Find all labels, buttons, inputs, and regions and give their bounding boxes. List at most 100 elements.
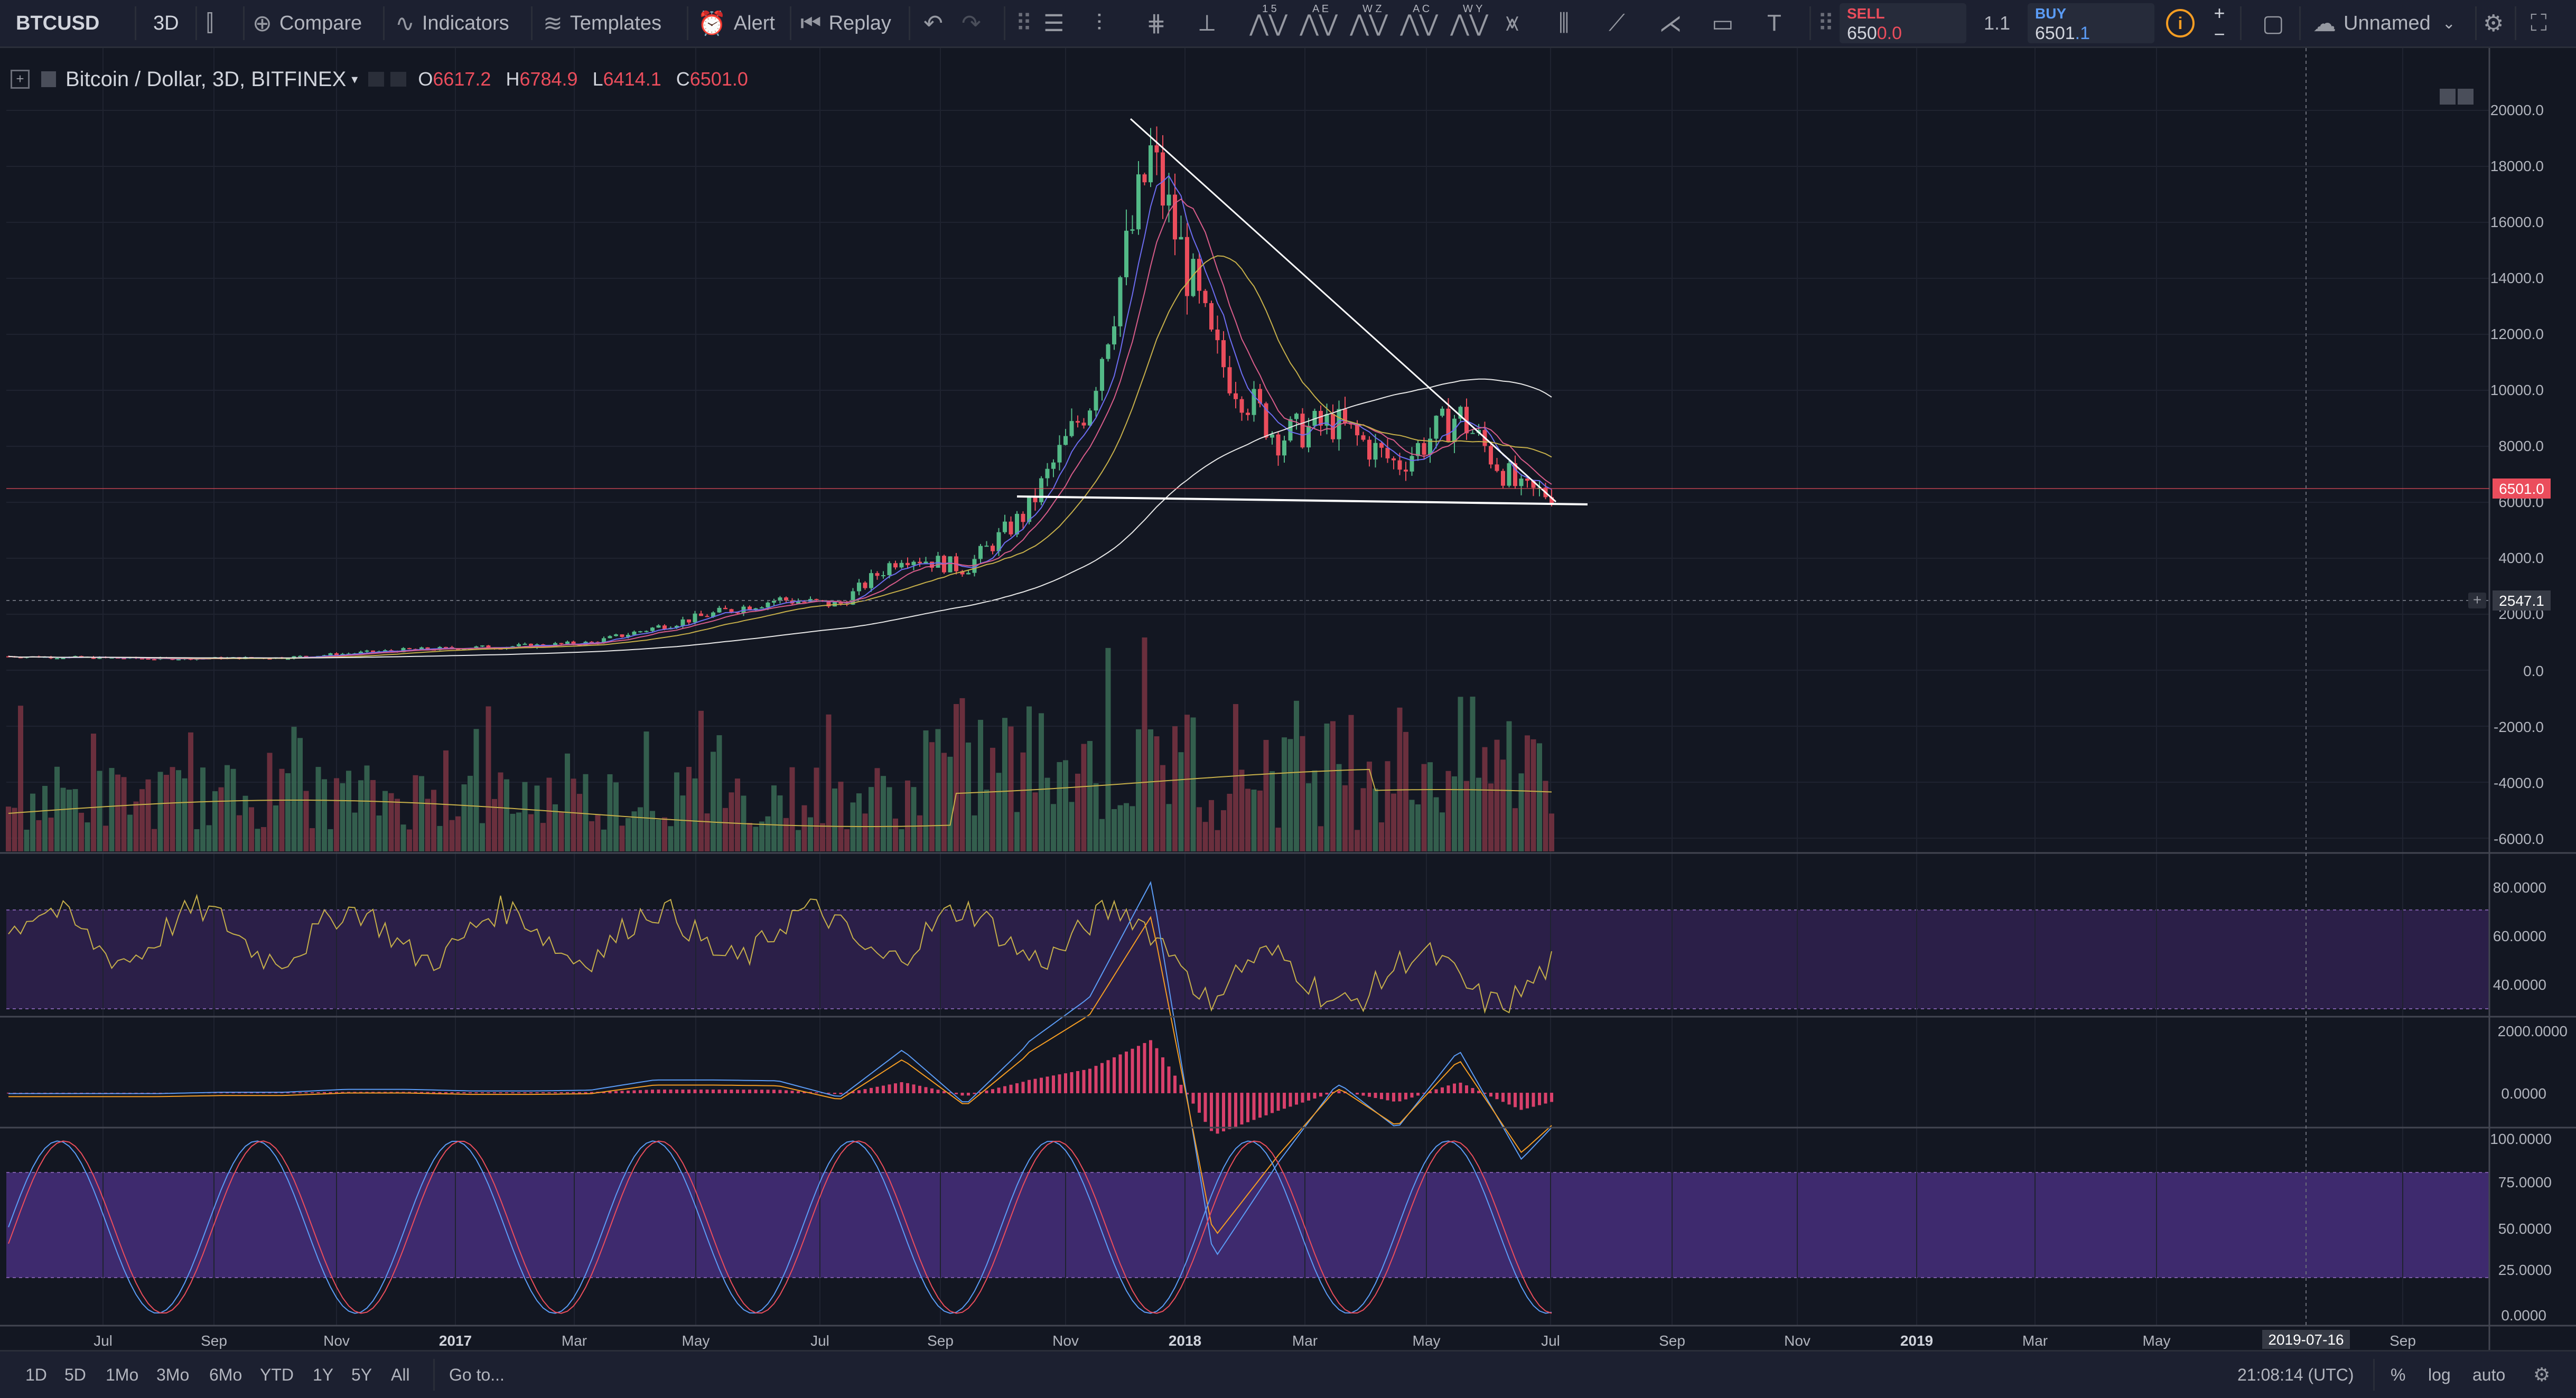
chart-style-button[interactable]: ⫿	[206, 0, 213, 46]
redo-icon[interactable]: ↷	[962, 10, 981, 36]
fullscreen-window-icon[interactable]: ▢	[2262, 10, 2284, 36]
candle-body	[863, 583, 867, 588]
interval-button[interactable]: 3D	[153, 12, 179, 34]
auto-toggle[interactable]: auto	[2472, 1365, 2506, 1384]
range-1mo[interactable]: 1Mo	[106, 1365, 139, 1384]
compare-button[interactable]: ⊕ Compare	[253, 0, 362, 46]
symbol-search[interactable]: BTCUSD	[16, 12, 100, 34]
macd-histogram-bar	[1477, 1091, 1480, 1093]
candle-body	[425, 647, 430, 650]
collapse-icon[interactable]: +	[11, 70, 30, 89]
utc-clock[interactable]: 21:08:14 (UTC)	[2237, 1365, 2354, 1384]
volume-bar	[1263, 739, 1269, 851]
pane-controls[interactable]	[2440, 89, 2474, 105]
range-6mo[interactable]: 6Mo	[209, 1365, 242, 1384]
pitchfork-icon[interactable]: ⋌	[1659, 10, 1682, 36]
range-1d[interactable]: 1D	[25, 1365, 47, 1384]
gear-icon[interactable]: ⚙	[2533, 1364, 2551, 1385]
measure-icon[interactable]: ⟂	[1199, 10, 1215, 36]
price-tick: 10000.0	[2490, 382, 2544, 398]
log-toggle[interactable]: log	[2428, 1365, 2451, 1384]
drag-handle-icon[interactable]: ⠿	[1015, 10, 1033, 36]
candle-body	[1161, 152, 1165, 206]
volume-bar	[225, 765, 230, 851]
range-ytd[interactable]: YTD	[260, 1365, 294, 1384]
macd-histogram-bar	[760, 1090, 763, 1093]
alert-button[interactable]: ⏰ Alert	[697, 0, 775, 46]
macd-histogram-bar	[1106, 1060, 1110, 1093]
wxy-pattern-tool[interactable]: ⋀⋁ W Y	[1450, 0, 1488, 46]
templates-button[interactable]: ≋ Templates	[543, 0, 661, 46]
range-5d[interactable]: 5D	[64, 1365, 86, 1384]
range-all[interactable]: All	[391, 1365, 410, 1384]
candle-body	[565, 641, 570, 644]
volume-bar	[334, 778, 339, 851]
volume-bar	[954, 703, 959, 851]
time-axis[interactable]: Jul Sep Nov 2017 Mar May Jul Sep Nov 201…	[94, 1330, 2416, 1349]
parallel-channel-icon[interactable]: ⋕	[1146, 10, 1166, 36]
support-line[interactable]	[1016, 495, 1588, 505]
abcde-pattern-tool[interactable]: ⋀⋁ A E	[1300, 0, 1338, 46]
macd-histogram-bar	[1416, 1093, 1420, 1096]
volume-bar	[1093, 783, 1099, 851]
cycle-lines-icon[interactable]: ⫼	[1558, 10, 1570, 36]
chart-canvas[interactable]: 20000.0 18000.0 16000.0 14000.0 12000.0 …	[0, 48, 2576, 1350]
sell-button[interactable]: SELL 6500.0	[1840, 3, 1966, 43]
macd-histogram-bar	[1410, 1093, 1414, 1098]
fib-retracement-icon[interactable]: ⫶	[1096, 10, 1102, 36]
trade-drag-handle-icon[interactable]: ⠿	[1817, 10, 1835, 36]
range-3mo[interactable]: 3Mo	[156, 1365, 190, 1384]
rectangle-icon[interactable]: ▭	[1712, 10, 1734, 36]
gann-fan-icon[interactable]: ☰	[1043, 10, 1065, 36]
volume-bar	[24, 830, 30, 851]
buy-button[interactable]: BUY 6501.1	[2028, 3, 2154, 43]
price-tick: 20000.0	[2490, 102, 2544, 118]
settings-small-icon[interactable]	[390, 72, 407, 87]
layout-menu-button[interactable]: ☁ Unnamed ⌄	[2313, 0, 2456, 46]
candle-body	[61, 658, 66, 660]
gear-icon[interactable]: ⚙	[2483, 10, 2504, 36]
abc-pattern-tool[interactable]: ⋀⋁ A C	[1400, 0, 1438, 46]
descending-trendline[interactable]	[1130, 118, 1557, 503]
symbol-legend[interactable]: + Bitcoin / Dollar, 3D, BITFINEX ▾ O6617…	[11, 64, 748, 94]
trend-line-icon[interactable]: ⟋	[1609, 10, 1625, 36]
add-alert-icon[interactable]	[2468, 593, 2486, 608]
candle-body	[1434, 416, 1439, 439]
indicators-button[interactable]: ∿ Indicators	[395, 0, 509, 46]
volume-bar	[911, 787, 917, 851]
percent-toggle[interactable]: %	[2391, 1365, 2406, 1384]
volume-bar	[370, 780, 376, 851]
legend-dropdown-icon[interactable]: ▾	[351, 72, 358, 87]
fullscreen-icon[interactable]: ⛶	[2531, 10, 2547, 36]
volume-bar	[152, 829, 157, 851]
pane-down-icon[interactable]	[2440, 89, 2456, 105]
volume-bar	[315, 767, 321, 851]
spread-value: 1.1	[1984, 12, 2011, 34]
sell-price-main: 650	[1847, 23, 1877, 43]
price-axis[interactable]: 20000.0 18000.0 16000.0 14000.0 12000.0 …	[2490, 102, 2544, 847]
volume-bar	[395, 799, 400, 851]
head-shoulders-icon[interactable]: ⩙	[1506, 10, 1519, 36]
trading-info-button[interactable]: i	[2166, 0, 2195, 46]
candle-body	[693, 613, 697, 623]
volume-bar	[765, 816, 771, 851]
macd-histogram-bar	[1191, 1093, 1195, 1104]
elliott-impulse-tool[interactable]: ⋀⋁ 1 5	[1249, 0, 1287, 46]
range-5y[interactable]: 5Y	[351, 1365, 372, 1384]
range-1y[interactable]: 1Y	[313, 1365, 334, 1384]
volume-bar	[121, 777, 127, 851]
goto-date-button[interactable]: Go to...	[449, 1365, 505, 1384]
qty-plus-icon[interactable]: +	[2214, 2, 2225, 24]
volume-bar	[638, 807, 643, 851]
undo-icon[interactable]: ↶	[923, 10, 943, 36]
volume-bar	[267, 753, 273, 851]
macd-histogram-bar	[1070, 1072, 1074, 1093]
replay-button[interactable]: ⏮ Replay	[800, 0, 891, 46]
text-icon[interactable]: T	[1767, 10, 1781, 36]
qty-minus-icon[interactable]: −	[2214, 23, 2225, 45]
pane-up-icon[interactable]	[2458, 89, 2474, 105]
volume-bar	[668, 826, 674, 851]
eye-icon[interactable]	[368, 72, 385, 87]
wxyz-pattern-tool[interactable]: ⋀⋁ W Z	[1350, 0, 1388, 46]
volume-bar	[1233, 704, 1238, 851]
